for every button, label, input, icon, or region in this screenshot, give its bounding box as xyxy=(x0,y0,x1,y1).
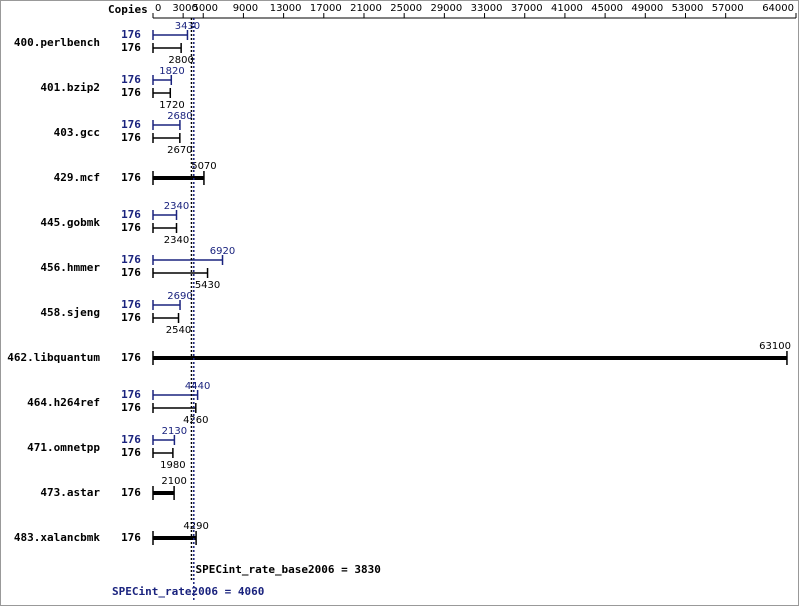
x-tick-label: 3000 xyxy=(172,3,197,14)
copies: 176 xyxy=(121,28,141,41)
copies-header: Copies xyxy=(108,3,148,16)
x-tick-label: 45000 xyxy=(591,3,623,14)
benchmark-name: 401.bzip2 xyxy=(40,81,100,94)
x-tick-label: 17000 xyxy=(310,3,342,14)
benchmark-name: 471.omnetpp xyxy=(27,441,100,454)
copies: 176 xyxy=(121,208,141,221)
copies: 176 xyxy=(121,401,141,414)
copies: 176 xyxy=(121,171,141,184)
x-tick-label: 41000 xyxy=(551,3,583,14)
value-label: 63100 xyxy=(759,341,791,352)
benchmark-name: 458.sjeng xyxy=(40,306,100,319)
copies: 176 xyxy=(121,86,141,99)
value-label: 4260 xyxy=(183,415,208,426)
copies: 176 xyxy=(121,311,141,324)
value-label: 2340 xyxy=(164,201,189,212)
x-tick-label: 57000 xyxy=(712,3,744,14)
value-label: 5070 xyxy=(191,161,216,172)
benchmark-name: 483.xalancbmk xyxy=(14,531,100,544)
x-tick-label: 33000 xyxy=(471,3,503,14)
benchmark-name: 456.hmmer xyxy=(40,261,100,274)
x-tick-label: 5000 xyxy=(193,3,218,14)
x-tick-label: 21000 xyxy=(350,3,382,14)
value-label: 2130 xyxy=(162,426,187,437)
benchmark-name: 464.h264ref xyxy=(27,396,100,409)
x-tick-label: 49000 xyxy=(631,3,663,14)
value-label: 2680 xyxy=(167,111,192,122)
value-label: 1980 xyxy=(160,460,185,471)
value-label: 2100 xyxy=(161,476,186,487)
x-tick-label: 13000 xyxy=(270,3,302,14)
copies: 176 xyxy=(121,253,141,266)
value-label: 2540 xyxy=(166,325,191,336)
copies: 176 xyxy=(121,486,141,499)
x-tick-label: 53000 xyxy=(672,3,704,14)
value-label: 2690 xyxy=(167,291,192,302)
benchmark-name: 400.perlbench xyxy=(14,36,100,49)
value-label: 2340 xyxy=(164,235,189,246)
copies: 176 xyxy=(121,388,141,401)
benchmark-name: 445.gobmk xyxy=(40,216,100,229)
value-label: 2670 xyxy=(167,145,192,156)
copies: 176 xyxy=(121,266,141,279)
value-label: 6920 xyxy=(210,246,235,257)
copies: 176 xyxy=(121,41,141,54)
copies: 176 xyxy=(121,73,141,86)
benchmark-name: 403.gcc xyxy=(54,126,100,139)
value-label: 5430 xyxy=(195,280,220,291)
benchmark-name: 462.libquantum xyxy=(7,351,100,364)
copies: 176 xyxy=(121,221,141,234)
value-label: 1820 xyxy=(159,66,184,77)
x-tick-label: 29000 xyxy=(430,3,462,14)
x-tick-label: 25000 xyxy=(390,3,422,14)
summary-label: SPECint_rate2006 = 4060 xyxy=(112,585,264,598)
value-label: 2800 xyxy=(168,55,193,66)
value-label: 4290 xyxy=(183,521,208,532)
copies: 176 xyxy=(121,433,141,446)
x-tick-label: 37000 xyxy=(511,3,543,14)
copies: 176 xyxy=(121,351,141,364)
benchmark-name: 473.astar xyxy=(40,486,100,499)
summary-label: SPECint_rate_base2006 = 3830 xyxy=(195,563,380,576)
benchmark-name: 429.mcf xyxy=(54,171,100,184)
copies: 176 xyxy=(121,131,141,144)
value-label: 1720 xyxy=(159,100,184,111)
x-tick-label: 0 xyxy=(155,3,161,14)
copies: 176 xyxy=(121,446,141,459)
copies: 176 xyxy=(121,118,141,131)
x-tick-label: 9000 xyxy=(233,3,258,14)
copies: 176 xyxy=(121,298,141,311)
copies: 176 xyxy=(121,531,141,544)
value-label: 4440 xyxy=(185,381,210,392)
x-tick-label: 64000 xyxy=(762,3,794,14)
value-label: 3430 xyxy=(175,21,200,32)
